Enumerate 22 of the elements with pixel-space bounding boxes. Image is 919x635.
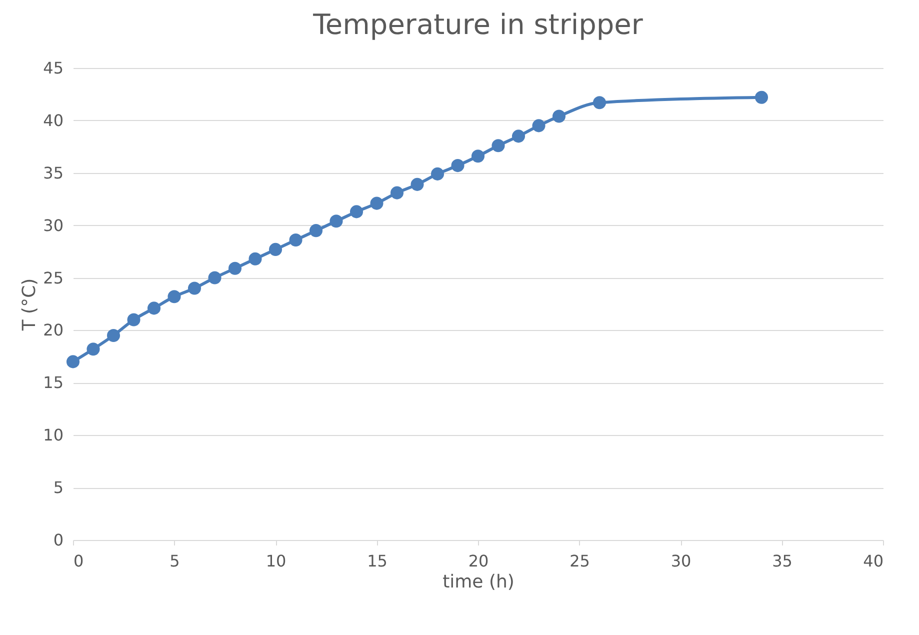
y-tick-label: 40 bbox=[43, 110, 64, 130]
x-tick-label: 25 bbox=[570, 552, 590, 570]
y-tick-label: 45 bbox=[43, 58, 64, 78]
y-axis-title: T (°C) bbox=[19, 278, 40, 332]
y-tick-label: 25 bbox=[43, 268, 64, 288]
y-tick-label: 20 bbox=[43, 320, 64, 340]
x-tick-label: 5 bbox=[170, 552, 180, 570]
y-tick-label: 15 bbox=[43, 373, 64, 392]
y-tick-label: 5 bbox=[53, 478, 64, 498]
x-tick-label: 0 bbox=[74, 552, 84, 570]
x-tick-label: 10 bbox=[266, 552, 286, 570]
chart-title: Temperature in stripper bbox=[312, 8, 644, 41]
x-axis-title: time (h) bbox=[442, 572, 514, 592]
x-tick-label: 30 bbox=[670, 552, 692, 570]
y-tick-label: 10 bbox=[43, 426, 64, 445]
x-tick-label: 35 bbox=[772, 552, 792, 570]
x-tick-label: 40 bbox=[863, 552, 884, 570]
y-tick-label: 0 bbox=[53, 530, 64, 550]
x-tick-label: 20 bbox=[468, 552, 489, 570]
x-tick-label: 15 bbox=[367, 552, 388, 570]
y-tick-label: 35 bbox=[43, 163, 64, 182]
y-tick-label: 30 bbox=[43, 216, 64, 235]
